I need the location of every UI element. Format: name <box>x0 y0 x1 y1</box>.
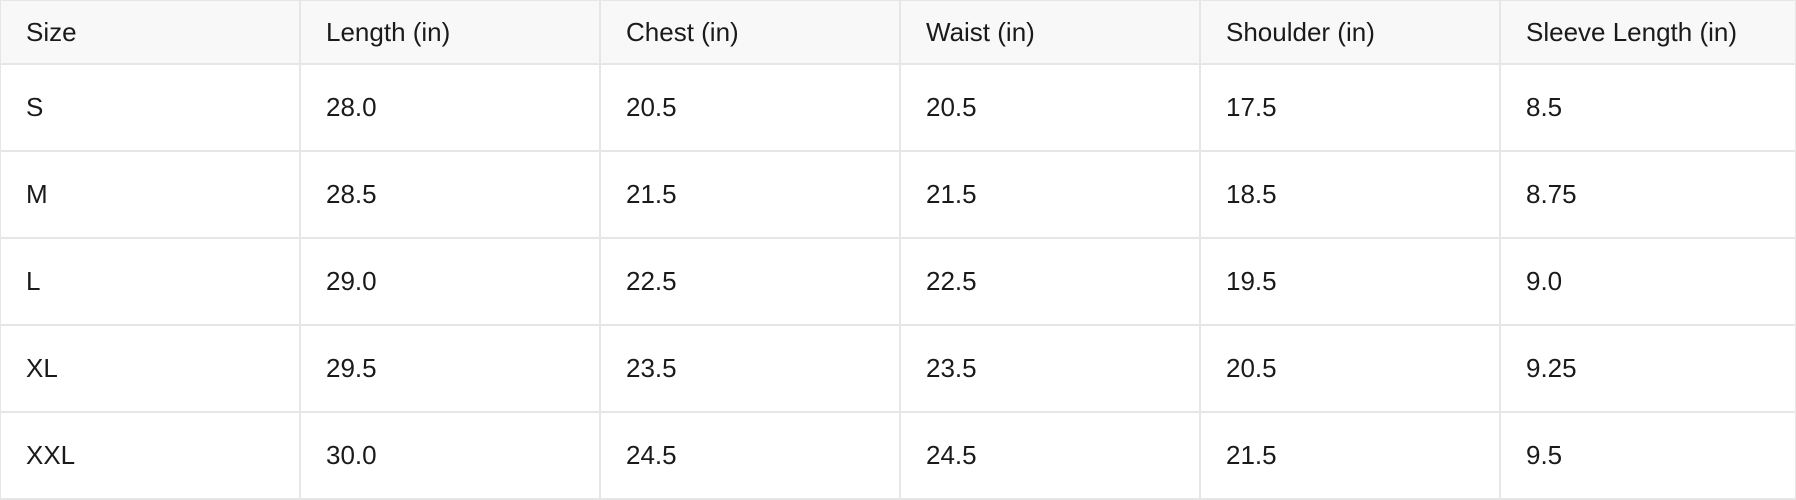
measurement-cell: 8.75 <box>1499 150 1796 239</box>
measurement-cell: 18.5 <box>1199 150 1501 239</box>
measurement-cell: 29.5 <box>299 324 601 413</box>
table-row: M 28.5 21.5 21.5 18.5 8.75 <box>0 150 1796 239</box>
table-row: L 29.0 22.5 22.5 19.5 9.0 <box>0 237 1796 326</box>
measurement-cell: 17.5 <box>1199 63 1501 152</box>
measurement-cell: 28.0 <box>299 63 601 152</box>
column-header: Waist (in) <box>899 0 1201 65</box>
measurement-cell: 29.0 <box>299 237 601 326</box>
measurement-cell: 23.5 <box>599 324 901 413</box>
measurement-cell: 20.5 <box>1199 324 1501 413</box>
table-row: XL 29.5 23.5 23.5 20.5 9.25 <box>0 324 1796 413</box>
size-cell: L <box>0 237 301 326</box>
measurement-cell: 24.5 <box>899 411 1201 500</box>
measurement-cell: 30.0 <box>299 411 601 500</box>
measurement-cell: 21.5 <box>599 150 901 239</box>
measurement-cell: 9.25 <box>1499 324 1796 413</box>
header-row: Size Length (in) Chest (in) Waist (in) Shoul… <box>0 0 1796 65</box>
measurement-cell: 24.5 <box>599 411 901 500</box>
measurement-cell: 8.5 <box>1499 63 1796 152</box>
column-header: Chest (in) <box>599 0 901 65</box>
size-cell: S <box>0 63 301 152</box>
size-cell: XXL <box>0 411 301 500</box>
measurement-cell: 22.5 <box>599 237 901 326</box>
measurement-cell: 23.5 <box>899 324 1201 413</box>
measurement-cell: 19.5 <box>1199 237 1501 326</box>
measurement-cell: 22.5 <box>899 237 1201 326</box>
measurement-cell: 21.5 <box>1199 411 1501 500</box>
measurement-cell: 21.5 <box>899 150 1201 239</box>
measurement-cell: 9.0 <box>1499 237 1796 326</box>
table-row: S 28.0 20.5 20.5 17.5 8.5 <box>0 63 1796 152</box>
measurement-cell: 28.5 <box>299 150 601 239</box>
measurement-cell: 20.5 <box>899 63 1201 152</box>
column-header: Shoulder (in) <box>1199 0 1501 65</box>
measurement-cell: 20.5 <box>599 63 901 152</box>
column-header: Length (in) <box>299 0 601 65</box>
table-row: XXL 30.0 24.5 24.5 21.5 9.5 <box>0 411 1796 500</box>
measurement-cell: 9.5 <box>1499 411 1796 500</box>
column-header: Sleeve Length (in) <box>1499 0 1796 65</box>
size-cell: M <box>0 150 301 239</box>
size-cell: XL <box>0 324 301 413</box>
column-header: Size <box>0 0 301 65</box>
